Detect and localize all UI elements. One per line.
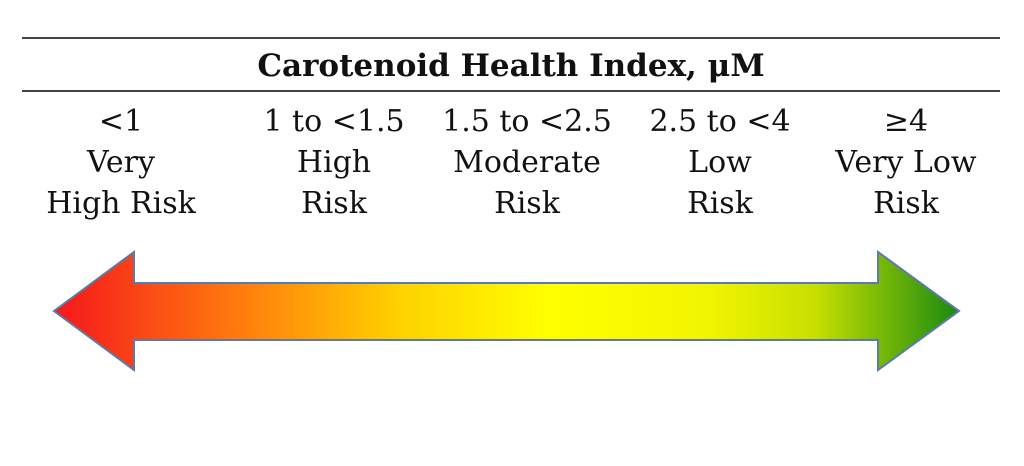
risk-gradient-double-arrow bbox=[52, 250, 961, 372]
top-rule bbox=[22, 37, 1000, 39]
category-label-line1: Moderate bbox=[453, 145, 601, 180]
category-label-line2: Risk bbox=[687, 186, 753, 221]
category-range: 1 to <1.5 bbox=[263, 104, 405, 139]
category-range: ≥4 bbox=[883, 104, 929, 139]
category-moderate-risk: 1.5 to <2.5 Moderate Risk bbox=[427, 101, 627, 224]
category-label-line2: High Risk bbox=[46, 186, 196, 221]
category-very-low-risk: ≥4 Very Low Risk bbox=[806, 101, 1006, 224]
double-arrow-shape bbox=[52, 250, 961, 372]
category-range: 2.5 to <4 bbox=[649, 104, 791, 139]
category-label-line2: Risk bbox=[494, 186, 560, 221]
category-label-line2: Risk bbox=[301, 186, 367, 221]
category-very-high-risk: <1 Very High Risk bbox=[21, 101, 221, 224]
category-label-line2: Risk bbox=[873, 186, 939, 221]
category-label-line1: High bbox=[296, 145, 372, 180]
category-range: <1 bbox=[98, 104, 144, 139]
category-label-line1: Very Low bbox=[835, 145, 977, 180]
category-label-line1: Very bbox=[87, 145, 155, 180]
category-range: 1.5 to <2.5 bbox=[442, 104, 612, 139]
category-low-risk: 2.5 to <4 Low Risk bbox=[620, 101, 820, 224]
index-title: Carotenoid Health Index, μM bbox=[257, 48, 765, 84]
category-high-risk: 1 to <1.5 High Risk bbox=[234, 101, 434, 224]
header-rule bbox=[22, 90, 1000, 92]
category-label-line1: Low bbox=[688, 145, 752, 180]
